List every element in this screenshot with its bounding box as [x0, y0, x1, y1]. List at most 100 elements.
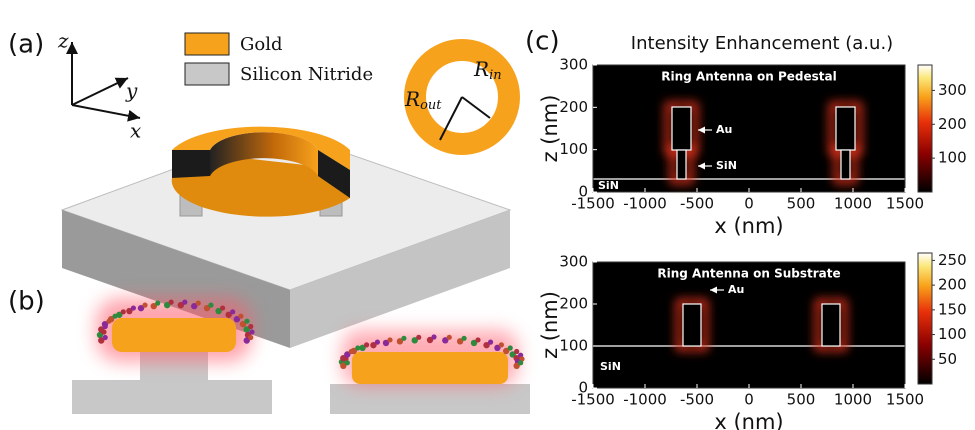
y-tick-label: 100 — [559, 337, 588, 355]
annotation: Au — [716, 123, 732, 136]
molecule — [488, 340, 493, 345]
gold-disk — [112, 318, 236, 352]
molecule — [461, 336, 466, 341]
molecule — [220, 305, 225, 310]
molecule — [248, 335, 253, 340]
legend-label: Silicon Nitride — [240, 64, 373, 85]
panel-label: (a) — [8, 30, 44, 60]
y-tick-label: 0 — [578, 183, 588, 201]
x-tick-label: -1000 — [623, 195, 667, 213]
molecule — [142, 303, 147, 308]
molecule — [103, 335, 108, 340]
figure: (a) z y x Gold Silicon Nitride Rin Rout — [0, 0, 975, 430]
y-tick-label: 300 — [559, 253, 588, 271]
annotation: SiN — [598, 179, 619, 192]
y-tick-label: 200 — [559, 98, 588, 116]
sin-pedestal — [677, 150, 686, 179]
legend-swatch-gold — [185, 33, 229, 55]
axis-x: x — [130, 119, 141, 143]
x-tick-label: 1000 — [834, 391, 872, 409]
r-in-line — [462, 97, 490, 118]
x-tick-label: -500 — [680, 391, 714, 409]
colorbar-tick-label: 150 — [938, 300, 967, 318]
x-tick-label: 1500 — [886, 391, 924, 409]
axis-z: z — [57, 29, 69, 53]
molecule — [401, 336, 406, 341]
x-tick-label: 500 — [787, 391, 816, 409]
molecule — [248, 324, 253, 329]
y-tick-label: 0 — [578, 379, 588, 397]
gold-box — [836, 107, 855, 150]
molecule — [155, 301, 160, 306]
x-tick-label: 500 — [787, 195, 816, 213]
annotation: Au — [728, 283, 744, 296]
molecule — [121, 309, 126, 314]
panel-label: (b) — [8, 287, 45, 317]
axis-y: y — [125, 79, 138, 103]
colorbar-tick-label: 250 — [938, 251, 967, 269]
colorbar — [918, 65, 932, 192]
colorbar-tick-label: 50 — [938, 350, 957, 368]
molecule — [475, 337, 480, 342]
panel-c: (c) Intensity Enhancement (a.u.) Ring An… — [525, 27, 967, 430]
legend-swatch-sin — [185, 63, 229, 85]
molecule — [416, 335, 421, 340]
substrate — [330, 384, 530, 414]
colorbar-tick-label: 200 — [938, 115, 967, 133]
molecule — [387, 337, 392, 342]
x-tick-label: 1500 — [886, 195, 924, 213]
colorbar-tick-label: 100 — [938, 325, 967, 343]
panel-a: (a) z y x Gold Silicon Nitride Rin Rout — [8, 29, 510, 349]
colorbar-tick-label: 300 — [938, 81, 967, 99]
molecule — [375, 340, 380, 345]
molecule — [230, 309, 235, 314]
y-axis-label: z (nm) — [538, 291, 562, 359]
x-axis-label: x (nm) — [714, 214, 783, 238]
r-out: R — [404, 87, 420, 111]
molecule — [238, 314, 243, 319]
molecule — [447, 335, 452, 340]
molecule — [196, 301, 201, 306]
molecule — [131, 305, 136, 310]
sin-pedestal — [841, 150, 850, 179]
y-tick-label: 100 — [559, 140, 588, 158]
x-tick-label: 1000 — [834, 195, 872, 213]
x-tick-label: -1000 — [623, 391, 667, 409]
annotation: SiN — [600, 360, 621, 373]
gold-disk — [352, 352, 508, 384]
x-tick-label: 0 — [744, 391, 754, 409]
colorbar-tick-label: 100 — [938, 149, 967, 167]
molecule — [514, 349, 519, 354]
panel-title: Intensity Enhancement (a.u.) — [631, 33, 893, 54]
r-out-sub: out — [420, 98, 442, 113]
molecule — [249, 329, 254, 334]
molecule — [499, 342, 504, 347]
x-axis-label: x (nm) — [714, 410, 783, 430]
legend-label: Gold — [240, 34, 283, 55]
panel-label: (c) — [525, 27, 560, 57]
y-tick-label: 200 — [559, 295, 588, 313]
x-tick-label: -500 — [680, 195, 714, 213]
ring-cut — [172, 150, 210, 178]
y-axis-label: z (nm) — [538, 95, 562, 163]
gold-box — [683, 304, 701, 346]
molecule — [182, 300, 187, 305]
molecule — [431, 334, 436, 339]
molecule — [364, 342, 369, 347]
molecule — [345, 360, 350, 365]
molecule — [508, 345, 513, 350]
heatmap-title: Ring Antenna on Pedestal — [661, 70, 836, 84]
annotation: SiN — [716, 159, 737, 172]
gold-box — [672, 107, 691, 150]
r-in: R — [473, 57, 489, 81]
gold-box — [822, 304, 840, 346]
heatmap-bg — [593, 262, 905, 388]
y-tick-label: 300 — [559, 56, 588, 74]
molecule — [208, 303, 213, 308]
molecule — [518, 360, 523, 365]
molecule — [169, 300, 174, 305]
r-in-sub: in — [489, 68, 502, 83]
molecule — [244, 319, 249, 324]
colorbar — [918, 253, 932, 384]
heatmap-title: Ring Antenna on Substrate — [657, 267, 840, 281]
